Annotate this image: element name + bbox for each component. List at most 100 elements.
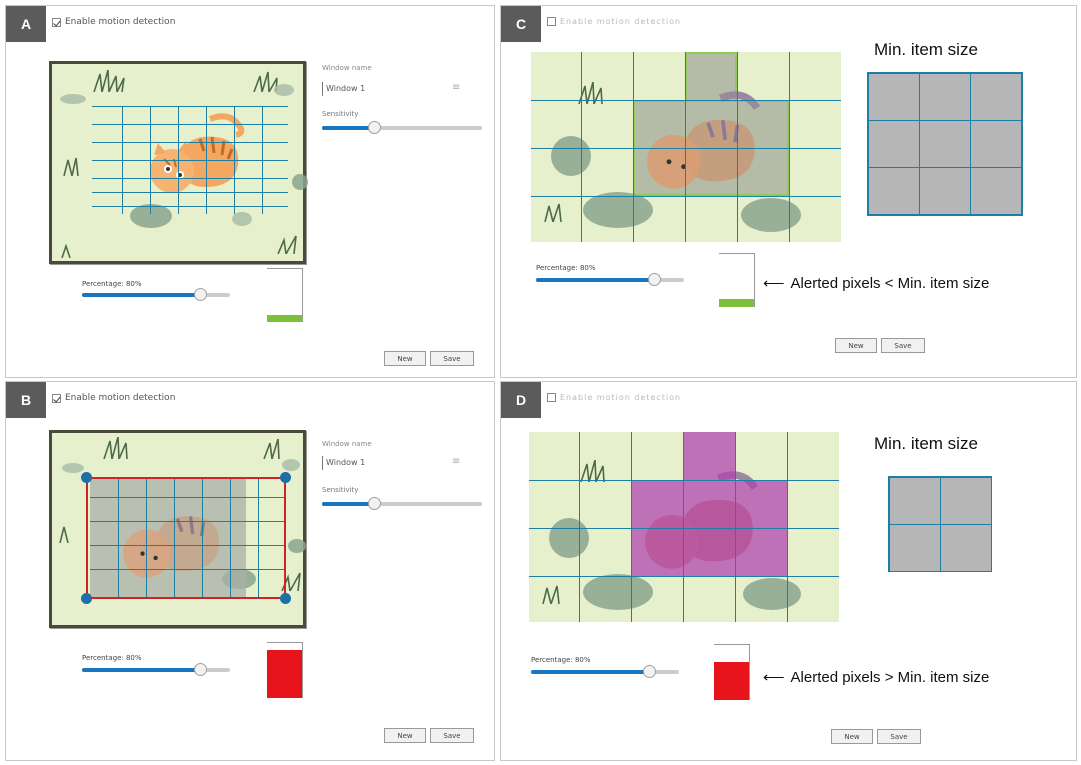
percentage-slider[interactable] [531, 665, 679, 678]
sensitivity-slider-knob[interactable] [368, 497, 381, 510]
alert-meter-fill [267, 315, 302, 322]
sensitivity-label: Sensitivity [322, 110, 359, 118]
save-button[interactable]: Save [881, 338, 925, 353]
alert-annotation-text: Alerted pixels > Min. item size [790, 669, 990, 686]
detection-grid[interactable] [531, 52, 841, 242]
min-item-cell [889, 477, 941, 525]
grid-line [683, 432, 684, 622]
grid-line [92, 192, 288, 193]
sensitivity-slider-knob[interactable] [368, 121, 381, 134]
rock-decoration [288, 539, 306, 553]
rock-decoration [741, 198, 801, 232]
roi-handle-icon[interactable] [81, 472, 92, 483]
grass-decoration [277, 235, 297, 254]
detection-grid[interactable] [529, 432, 839, 622]
roi-handle-icon[interactable] [81, 593, 92, 604]
enable-motion-detection[interactable]: Enable motion detection [547, 393, 681, 402]
rock-decoration [743, 578, 801, 610]
grid-line [529, 480, 839, 481]
checkbox-icon[interactable] [52, 393, 61, 403]
checkbox-icon[interactable] [547, 17, 556, 26]
grid-line [202, 477, 203, 597]
sensitivity-label: Sensitivity [322, 486, 359, 494]
camera-view[interactable] [529, 432, 839, 622]
percentage-slider-knob[interactable] [643, 665, 656, 678]
new-button[interactable]: New [384, 728, 426, 743]
new-button[interactable]: New [831, 729, 873, 744]
min-item-cell [868, 73, 920, 121]
sensitivity-slider-fill [322, 502, 374, 506]
enable-motion-detection[interactable]: Enable motion detection [52, 17, 175, 27]
grid-line [531, 196, 841, 197]
rock-decoration [62, 463, 84, 473]
enable-motion-detection[interactable]: Enable motion detection [52, 393, 175, 403]
grid-line [174, 477, 175, 597]
grid-line [92, 124, 288, 125]
list-icon[interactable]: ≡ [452, 456, 461, 467]
detection-grid[interactable] [90, 477, 284, 597]
min-item-cell [919, 73, 971, 121]
percentage-slider[interactable] [82, 288, 230, 301]
save-button[interactable]: Save [430, 728, 474, 743]
percentage-slider[interactable] [82, 663, 230, 676]
enable-motion-detection[interactable]: Enable motion detection [547, 17, 681, 26]
camera-view[interactable] [49, 61, 308, 264]
grass-decoration [63, 157, 79, 176]
percentage-slider-knob[interactable] [194, 663, 207, 676]
grid-line [92, 178, 288, 179]
grid-line [90, 545, 284, 546]
grass-decoration [103, 437, 128, 459]
list-icon[interactable]: ≡ [452, 82, 461, 93]
checkbox-icon[interactable] [547, 393, 556, 402]
percentage-slider-fill [531, 670, 649, 674]
new-button[interactable]: New [384, 351, 426, 366]
grid-line [92, 142, 288, 143]
grid-line [258, 477, 259, 597]
sensitivity-slider[interactable] [322, 497, 482, 510]
new-button[interactable]: New [835, 338, 877, 353]
min-item-cell [919, 120, 971, 168]
alert-meter [714, 644, 750, 700]
grid-line [122, 106, 123, 214]
arrow-left-icon: ⟵ [763, 275, 785, 292]
grid-line [234, 106, 235, 214]
enable-motion-detection-label: Enable motion detection [560, 17, 682, 26]
roi-handle-icon[interactable] [280, 593, 291, 604]
alert-meter [719, 253, 755, 307]
grass-decoration [544, 203, 562, 222]
window-name-input[interactable]: Window 1 [322, 456, 442, 470]
panel-a: A Enable motion detection [5, 5, 495, 378]
checkbox-icon[interactable] [52, 17, 61, 27]
percentage-slider-knob[interactable] [648, 273, 661, 286]
rock-decoration [583, 192, 653, 228]
alert-meter-fill [267, 650, 302, 698]
alert-annotation: ⟵ Alerted pixels > Min. item size [763, 668, 989, 686]
grid-line [146, 477, 147, 597]
grid-line [90, 569, 284, 570]
alert-meter-fill [719, 299, 754, 307]
detection-grid[interactable] [92, 106, 288, 214]
grid-line [529, 528, 839, 529]
camera-view[interactable] [531, 52, 841, 242]
min-item-cell [868, 167, 920, 215]
percentage-slider-knob[interactable] [194, 288, 207, 301]
percentage-slider-fill [82, 668, 200, 672]
window-name-input[interactable]: Window 1 [322, 82, 442, 96]
min-item-size-title: Min. item size [874, 434, 978, 453]
enable-motion-detection-label: Enable motion detection [65, 393, 176, 403]
sensitivity-slider[interactable] [322, 121, 482, 134]
roi-handle-icon[interactable] [280, 472, 291, 483]
save-button[interactable]: Save [430, 351, 474, 366]
grass-decoration [542, 585, 560, 604]
panel-letter: B [6, 382, 46, 418]
grid-line [787, 432, 788, 622]
grid-line [737, 52, 738, 242]
save-button[interactable]: Save [877, 729, 921, 744]
camera-view[interactable] [49, 430, 306, 628]
roi-selection[interactable] [86, 477, 286, 599]
min-item-cell [889, 524, 941, 572]
panel-letter: C [501, 6, 541, 42]
min-item-cell [919, 167, 971, 215]
percentage-slider[interactable] [536, 273, 684, 286]
min-item-size-title: Min. item size [874, 40, 978, 59]
